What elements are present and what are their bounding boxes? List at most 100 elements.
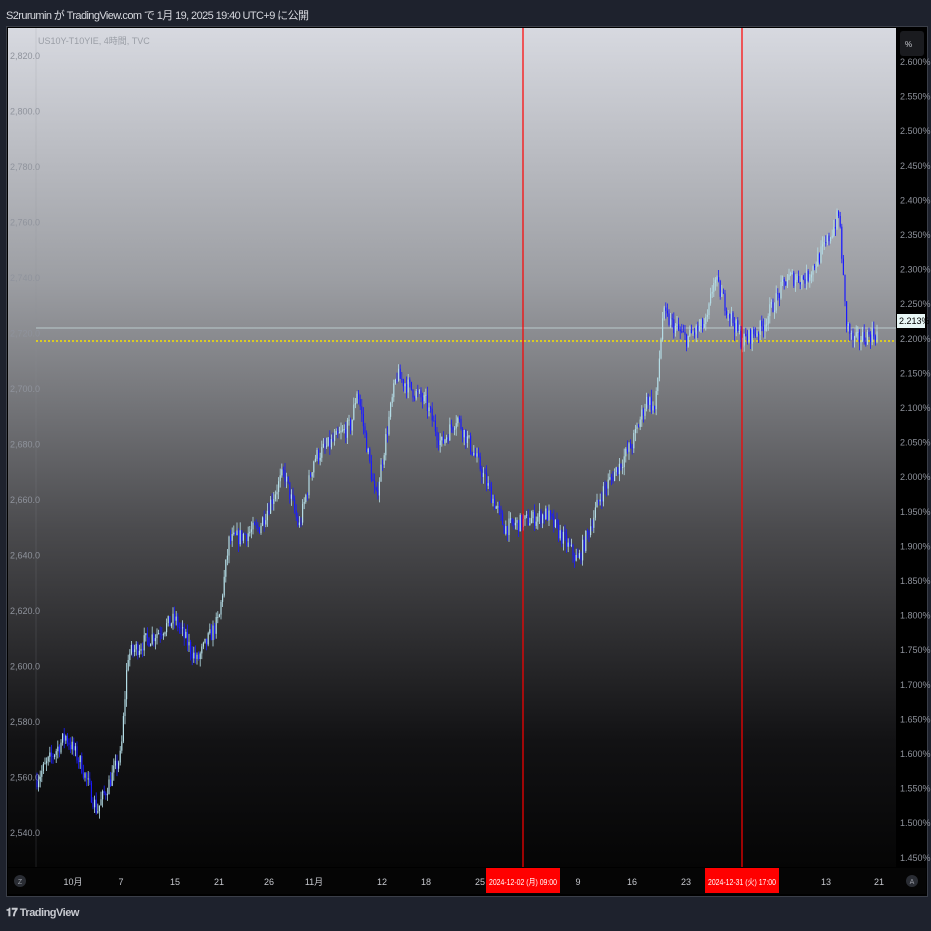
candle-body xyxy=(276,491,278,495)
candle-body xyxy=(750,329,752,344)
candle-body xyxy=(44,763,46,765)
candle-body xyxy=(313,461,315,473)
candle-body xyxy=(334,434,336,441)
candle-body xyxy=(188,641,190,646)
candle-body xyxy=(212,625,214,641)
candle-body xyxy=(183,627,185,638)
candle-body xyxy=(682,331,684,333)
candle-body xyxy=(274,494,276,500)
candle-body xyxy=(116,760,118,769)
candle-body xyxy=(812,266,814,275)
candle-body xyxy=(372,479,374,482)
candle-body xyxy=(758,333,760,335)
candle-body xyxy=(748,329,750,341)
candle-body xyxy=(268,510,270,514)
candle-body xyxy=(207,633,209,645)
candle-body xyxy=(764,324,766,332)
candle-body xyxy=(638,426,640,428)
time-axis-tick: 25 xyxy=(475,877,485,887)
candle-body xyxy=(386,434,388,436)
percent-scale-label: % xyxy=(905,40,912,49)
candle-body xyxy=(206,638,208,645)
candle-body xyxy=(463,430,465,438)
candle-body xyxy=(818,253,820,263)
candle-body xyxy=(487,483,489,486)
right-axis-tick: 1.500% xyxy=(900,818,931,828)
candle-body xyxy=(585,531,587,551)
candle-body xyxy=(678,324,680,330)
candle-body xyxy=(815,266,817,268)
candle-body xyxy=(281,469,283,476)
candle-body xyxy=(74,746,76,751)
candle-body xyxy=(593,517,595,528)
candle-body xyxy=(210,629,212,641)
logo-text: TradingView xyxy=(19,907,80,919)
candle-body xyxy=(492,498,494,504)
candle-body xyxy=(79,755,81,763)
candle-body xyxy=(767,316,769,325)
candle-body xyxy=(111,772,113,786)
candle-body xyxy=(330,439,332,448)
left-axis-tick: 2,760.0 xyxy=(10,218,40,228)
candle-body xyxy=(446,437,448,440)
candle-body xyxy=(602,486,604,502)
candle-body xyxy=(726,310,728,316)
time-axis-tick: 21 xyxy=(214,877,224,887)
candle-body xyxy=(220,601,222,615)
candle-body xyxy=(342,429,344,431)
right-axis-tick: 2.200% xyxy=(900,334,931,344)
right-axis-tick: 2.450% xyxy=(900,161,931,171)
candle-body xyxy=(644,408,646,416)
candle-body xyxy=(241,530,243,541)
candle-body xyxy=(690,329,692,334)
candle-body xyxy=(719,280,721,297)
candle-body xyxy=(668,313,670,325)
candle-body xyxy=(202,642,204,647)
candle-body xyxy=(380,464,382,482)
candle-body xyxy=(161,634,163,636)
candle-body xyxy=(530,518,532,524)
candle-body xyxy=(766,324,768,326)
candle-body xyxy=(258,527,260,534)
candle-body xyxy=(596,499,598,508)
candle-body xyxy=(318,450,320,461)
candle-body xyxy=(796,275,798,280)
candle-body xyxy=(378,481,380,496)
candle-body xyxy=(151,634,153,644)
left-axis-tick: 2,560.0 xyxy=(10,773,40,783)
candle-body xyxy=(514,522,516,526)
candle-body xyxy=(460,418,462,429)
candle-body xyxy=(130,644,132,654)
candle-body xyxy=(740,330,742,348)
candle-body xyxy=(634,429,636,433)
candle-body xyxy=(786,279,788,286)
candle-body xyxy=(860,341,862,343)
candle-body xyxy=(527,514,529,526)
candle-body xyxy=(169,616,171,627)
candle-body xyxy=(431,408,433,421)
candle-body xyxy=(375,487,377,491)
candle-body xyxy=(562,531,564,544)
candle-body xyxy=(636,426,638,430)
candle-body xyxy=(295,510,297,517)
left-axis-tick: 2,620.0 xyxy=(10,606,40,616)
candle-body xyxy=(217,616,219,618)
candle-body xyxy=(470,435,472,452)
zoom-button-label: Z xyxy=(18,879,23,886)
candle-body xyxy=(606,487,608,489)
candle-body xyxy=(700,319,702,327)
candle-body xyxy=(649,397,651,405)
candle-body xyxy=(626,448,628,452)
candle-body xyxy=(809,277,811,281)
candle-body xyxy=(438,440,440,446)
time-axis-tick: 15 xyxy=(170,877,180,887)
candle-body xyxy=(857,331,859,333)
candle-body xyxy=(300,522,302,524)
candle-body xyxy=(146,633,148,639)
candle-body xyxy=(345,429,347,438)
left-axis-tick: 2,780.0 xyxy=(10,162,40,172)
candle-body xyxy=(804,279,806,284)
candle-body xyxy=(303,502,305,504)
chart-plot-area[interactable] xyxy=(8,28,896,867)
